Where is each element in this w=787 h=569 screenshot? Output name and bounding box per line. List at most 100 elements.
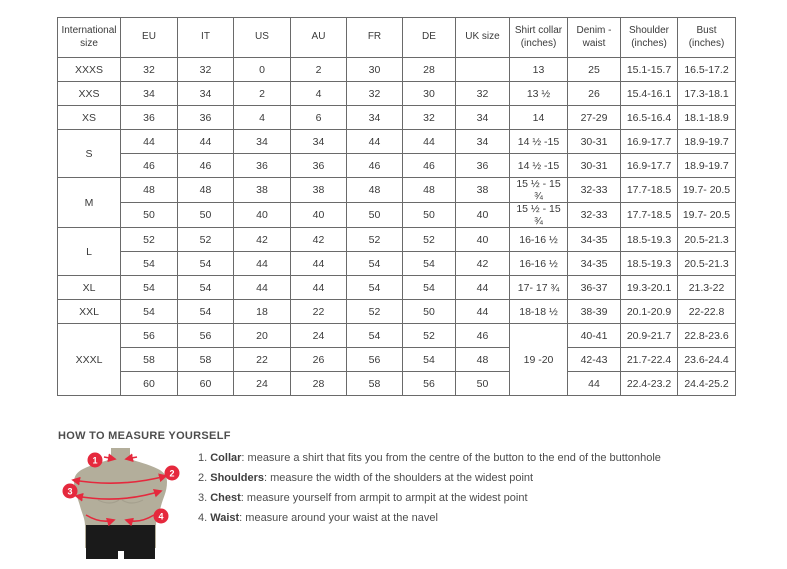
table-cell: 34: [346, 105, 403, 130]
step-label: Chest: [210, 492, 241, 504]
step-number: 2.: [198, 472, 211, 484]
mannequin-illustration: 1 2 3 4: [62, 448, 180, 559]
table-cell: 52: [346, 227, 403, 252]
waist-measure-arc-left: [85, 514, 116, 527]
measure-step: 1. Collar: measure a shirt that fits you…: [198, 452, 661, 464]
table-cell: 2: [290, 57, 347, 82]
table-row: M 48 48 38 38 48 48 38 15 ½ - 15 ¾ 32-33 17.7-18.5…: [57, 177, 736, 228]
column-header: Shoulder (inches): [620, 17, 678, 58]
table-cell: 32-33: [567, 177, 621, 203]
badge-waist-number: 4: [158, 512, 163, 522]
table-cell: 50: [455, 371, 510, 396]
badge-waist: 4: [153, 508, 169, 524]
table-cell: 44: [233, 251, 291, 276]
table-cell: 22.4-23.2: [620, 371, 678, 396]
size-table-header-row: International size EU IT US AU FR DE UK size Shi…: [57, 17, 736, 58]
table-cell: 18.5-19.3: [620, 251, 678, 276]
table-cell: 19 -20: [509, 323, 568, 396]
table-cell: 16.5-16.4: [620, 105, 678, 130]
table-cell: 18.9-19.7: [677, 153, 736, 178]
table-cell: 60: [177, 371, 234, 396]
column-header: Denim - waist: [567, 17, 621, 58]
badge-chest: 3: [62, 483, 78, 499]
table-cell: 23.6-24.4: [677, 347, 736, 372]
table-cell: 16-16 ½: [509, 251, 568, 276]
table-cell: 26: [290, 347, 347, 372]
table-cell: 13: [509, 57, 568, 82]
table-cell: 17.3-18.1: [677, 81, 736, 106]
table-cell: 30-31: [567, 129, 621, 154]
step-description: : measure a shirt that fits you from the…: [241, 452, 661, 464]
table-cell: 56: [402, 371, 456, 396]
table-cell: 60: [120, 371, 178, 396]
table-cell: 17- 17 ¾: [509, 275, 568, 300]
table-cell: 28: [290, 371, 347, 396]
table-cell: 34: [120, 81, 178, 106]
table-cell: 16.5-17.2: [677, 57, 736, 82]
column-header: US: [233, 17, 291, 58]
how-to-measure-section: HOW TO MEASURE YOURSELF: [58, 430, 661, 564]
table-cell: 36-37: [567, 275, 621, 300]
table-cell: XXXS: [57, 57, 121, 82]
table-cell: 36: [233, 153, 291, 178]
column-header: UK size: [455, 17, 510, 58]
table-cell: 44: [233, 275, 291, 300]
table-cell: 18-18 ½: [509, 299, 568, 324]
table-cell: 54: [120, 251, 178, 276]
table-cell: 52: [402, 323, 456, 348]
table-cell: 20.9-21.7: [620, 323, 678, 348]
chest-measure-line: [74, 488, 163, 502]
column-header: International size: [57, 17, 121, 58]
badge-collar: 1: [87, 452, 103, 468]
table-row: XXXS 32 32 0 2 30 28 13 25 15.1-15.7 16.5-17.2: [57, 57, 736, 82]
step-number: 3.: [198, 492, 211, 504]
table-cell: 52: [346, 299, 403, 324]
table-row: XXXL 56 56 20 24 54 52 46 19 -20 40-41 20.9-21.7 22…: [57, 323, 736, 396]
table-cell: 46: [120, 153, 178, 178]
table-cell: 15 ½ - 15 ¾: [509, 202, 568, 228]
table-cell: 56: [120, 323, 178, 348]
table-cell: 54: [346, 323, 403, 348]
table-cell: 42: [290, 227, 347, 252]
table-cell: 16.9-17.7: [620, 129, 678, 154]
table-cell: 19.7- 20.5: [677, 177, 736, 203]
column-header: EU: [120, 17, 178, 58]
badge-shoulders-number: 2: [169, 469, 174, 479]
table-cell: 38: [233, 177, 291, 203]
table-cell: 14: [509, 105, 568, 130]
step-number: 1.: [198, 452, 211, 464]
table-row: 50 50 40 40 50 50 40 15 ½ - 15 ¾ 32-33 17.7-18.5 1…: [58, 202, 736, 228]
table-cell: 50: [346, 202, 403, 228]
table-cell: 56: [346, 347, 403, 372]
table-cell: 28: [402, 57, 456, 82]
table-cell: 21.7-22.4: [620, 347, 678, 372]
table-cell: 54: [402, 251, 456, 276]
table-cell: 50: [120, 202, 178, 228]
table-cell: 52: [177, 227, 234, 252]
measure-steps: 1. Collar: measure a shirt that fits you…: [198, 446, 661, 532]
table-cell: 16.9-17.7: [620, 153, 678, 178]
table-cell: 15 ½ - 15 ¾: [509, 177, 568, 203]
table-cell: 46: [455, 323, 510, 348]
table-cell: 16-16 ½: [509, 227, 568, 252]
table-cell: 0: [233, 57, 291, 82]
column-header: Shirt collar (inches): [509, 17, 568, 58]
table-cell: 14 ½ -15: [509, 153, 568, 178]
table-cell: 46: [402, 153, 456, 178]
table-cell: 2: [233, 81, 291, 106]
table-cell: 58: [177, 347, 234, 372]
step-description: : measure around your waist at the navel: [239, 512, 438, 524]
table-cell: 54: [177, 275, 234, 300]
table-cell: 34: [233, 129, 291, 154]
table-row: XXL 54 54 18 22 52 50 44 18-18 ½ 38-39 20.1-20.9 22…: [57, 299, 736, 324]
table-cell: 32-33: [567, 202, 621, 228]
table-cell: 48: [402, 177, 456, 203]
table-cell: XS: [57, 105, 121, 130]
table-cell: 36: [290, 153, 347, 178]
table-cell: 46: [177, 153, 234, 178]
table-cell: 44: [290, 275, 347, 300]
table-cell: 20: [233, 323, 291, 348]
badge-shoulders: 2: [164, 465, 180, 481]
table-cell: 44: [455, 299, 510, 324]
table-cell: 13 ½: [509, 81, 568, 106]
